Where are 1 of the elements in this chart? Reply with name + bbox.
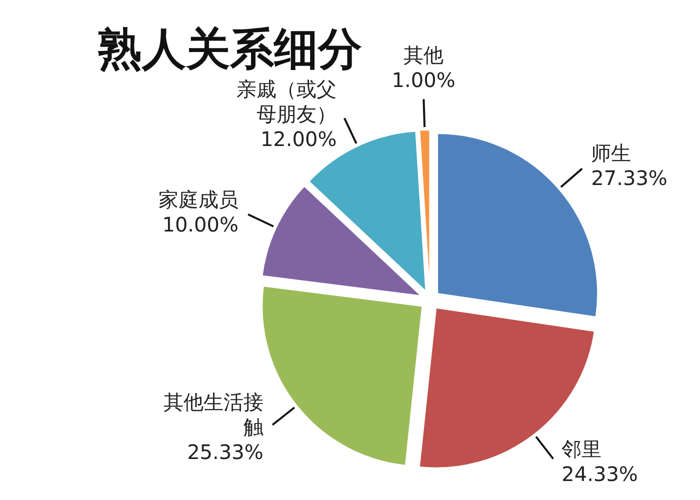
title: 熟人关系细分 (98, 24, 362, 75)
